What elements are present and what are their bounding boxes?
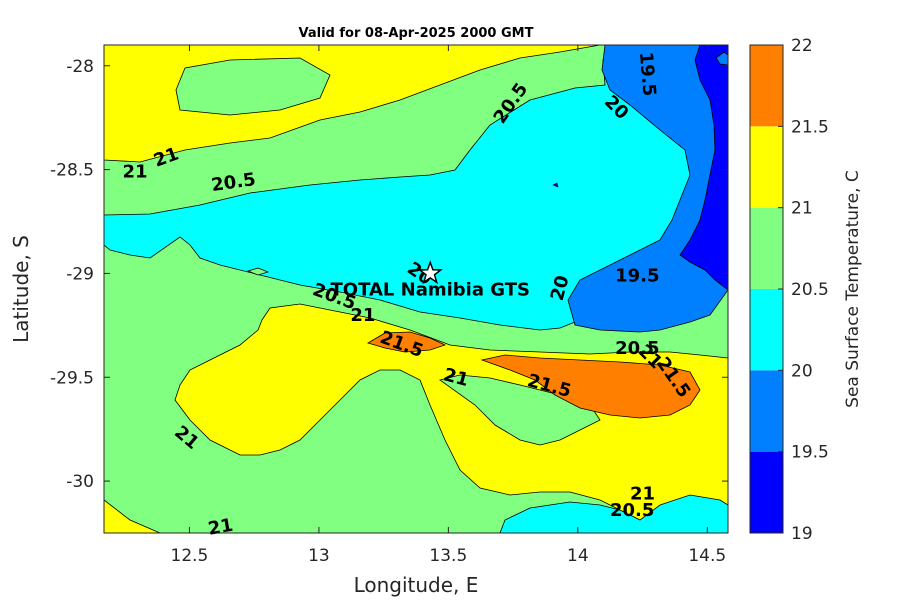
x-tick-label: 13	[308, 546, 330, 566]
y-tick-label: -28.5	[50, 161, 94, 181]
plot-frame	[103, 44, 729, 534]
chart-title: Valid for 08-Apr-2025 2000 GMT	[299, 26, 534, 41]
contour-band-21-21.5-southwest	[104, 499, 161, 533]
station-star-icon	[417, 260, 443, 285]
contour-label: 21	[350, 305, 375, 326]
x-tick-label: 14.5	[688, 546, 726, 566]
contour-band-19.5-20-islet	[715, 51, 728, 66]
colorbar-swatch	[750, 370, 783, 452]
colorbar-tick-label: 19.5	[791, 443, 829, 463]
contour-band-21.5-22-east	[480, 354, 701, 419]
colorbar-swatch	[750, 126, 783, 208]
contour-band-20.5-21-inlet	[439, 374, 601, 446]
contour-label: 19.5	[635, 51, 660, 97]
y-axis-label: Latitude, S	[9, 235, 33, 343]
station-label: TOTAL Namibia GTS	[331, 279, 530, 300]
contour-fill-layer	[104, 45, 728, 533]
colorbar-tick-label: 21.5	[791, 117, 829, 137]
colorbar-tick-label: 22	[791, 36, 813, 56]
contour-band-20.5-21-pocket	[175, 57, 331, 116]
colorbar-tick-label: 19	[791, 524, 813, 544]
contour-band-19-19.5-speck	[552, 182, 559, 188]
x-tick-label: 13.5	[429, 546, 467, 566]
contour-band-19-19.5	[679, 45, 728, 291]
colorbar: 19 19.5 20 20.5 21 21.5 22	[749, 36, 829, 544]
contour-band-20-20.5-south	[499, 494, 728, 533]
colorbar-swatch	[750, 207, 783, 289]
colorbar-tick-label: 21	[791, 199, 813, 219]
contour-label: 19.5	[615, 266, 659, 287]
x-tick-label: 12.5	[171, 546, 209, 566]
y-tick-label: -29.5	[50, 368, 94, 388]
contour-band-21.5-22-west	[367, 331, 447, 353]
contour-label: 21	[206, 515, 234, 540]
contour-band-20.5-21-islet	[246, 267, 270, 276]
x-axis-ticks: 12.5 13 13.5 14 14.5	[171, 45, 726, 566]
x-axis-label: Longitude, E	[354, 573, 479, 597]
colorbar-swatch	[750, 451, 783, 533]
contour-label: 20.5	[615, 338, 659, 359]
colorbar-swatch	[750, 45, 783, 127]
station-marker-group: TOTAL Namibia GTS	[331, 260, 530, 300]
y-tick-label: -28	[66, 57, 94, 77]
x-tick-label: 14	[567, 546, 589, 566]
colorbar-tick-label: 20.5	[791, 280, 829, 300]
y-tick-label: -30	[66, 472, 94, 492]
contour-label: 21	[630, 484, 655, 505]
colorbar-label: Sea Surface Temperature, C	[843, 170, 863, 408]
contour-label: 21	[123, 162, 148, 183]
contour-label: 20.5	[610, 500, 654, 521]
y-tick-label: -29	[66, 264, 94, 284]
colorbar-swatch	[750, 289, 783, 371]
y-axis-ticks: -28 -28.5 -29 -29.5 -30	[50, 57, 728, 492]
colorbar-tick-label: 20	[791, 361, 813, 381]
